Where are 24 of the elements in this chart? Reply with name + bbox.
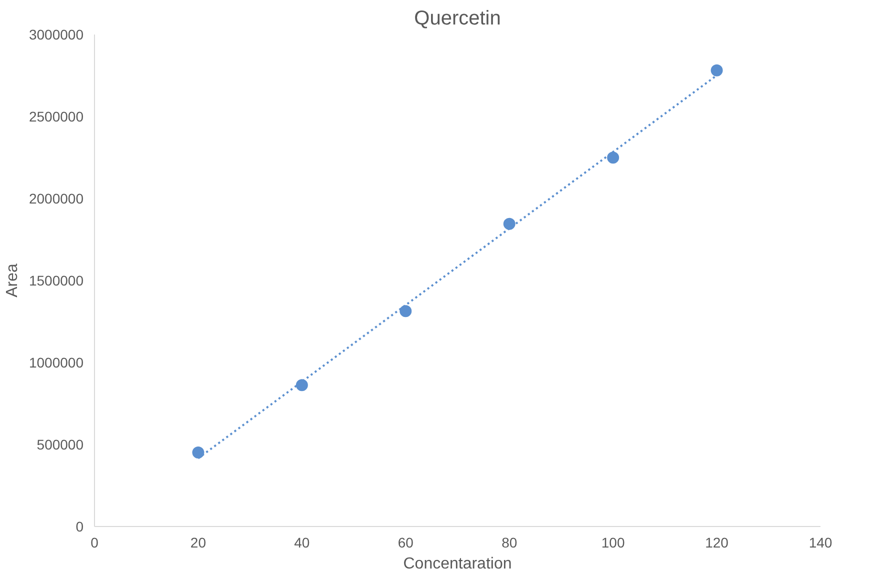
x-tick-label: 40 — [294, 534, 310, 550]
point — [607, 152, 620, 164]
x-tick-label: 0 — [90, 534, 99, 550]
point — [710, 64, 723, 76]
y-tick-label: 500000 — [36, 436, 84, 452]
x-axis-title: Concentaration — [403, 556, 512, 572]
y-tick-label: 1500000 — [28, 272, 84, 288]
x-tick-label: 120 — [705, 534, 729, 550]
x-tick-label: 100 — [601, 534, 625, 550]
y-tick-label: 1000000 — [28, 354, 84, 370]
point — [296, 379, 308, 392]
x-tick-label: 60 — [398, 534, 414, 550]
y-tick-label: 0 — [76, 518, 84, 534]
point — [503, 218, 516, 230]
y-axis-title: Area — [4, 264, 21, 298]
x-tick-label: 140 — [808, 534, 832, 550]
chart-title: Quercetin — [414, 8, 501, 30]
point — [192, 446, 204, 459]
x-tick-label: 20 — [190, 534, 206, 550]
point — [400, 305, 412, 318]
y-tick-label: 2500000 — [28, 108, 84, 124]
y-tick-label: 2000000 — [28, 190, 84, 206]
x-tick-label: 80 — [502, 534, 518, 550]
y-tick-label: 3000000 — [28, 26, 84, 42]
